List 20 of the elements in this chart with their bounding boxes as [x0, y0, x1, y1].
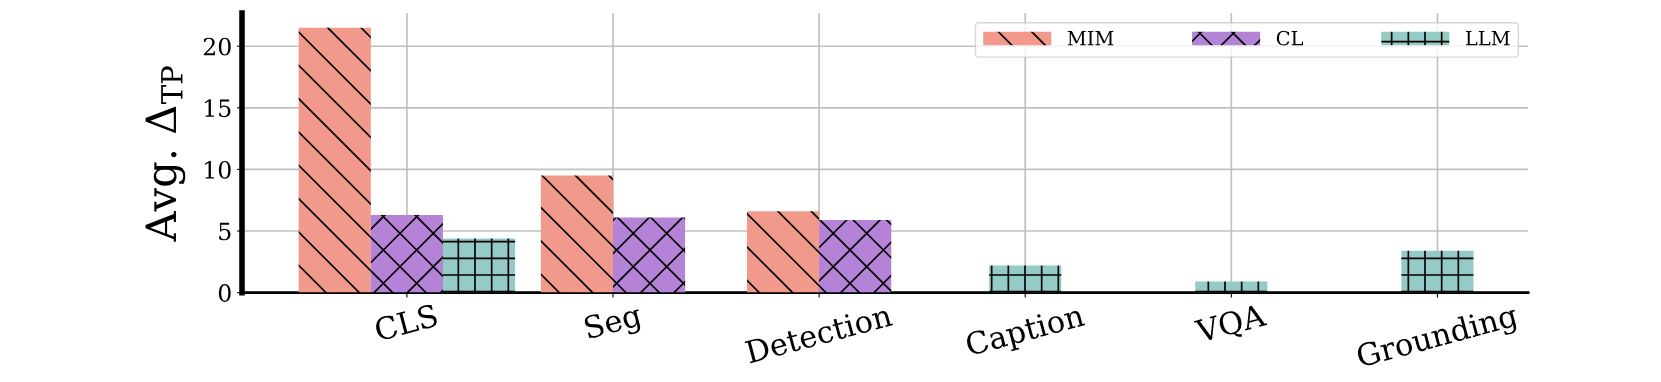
bar [819, 219, 892, 293]
x-tick-label: Seg [583, 302, 645, 346]
legend-label: MIM [1067, 31, 1114, 46]
bar [613, 217, 686, 293]
legend-label: LLM [1465, 31, 1510, 46]
y-tick-label: 5 [219, 222, 231, 241]
x-tick-label: Caption [964, 303, 1087, 362]
bar [1195, 281, 1268, 293]
y-tick-label: 20 [203, 37, 231, 56]
y-axis-title: Avg. Δ$_{TP}$ [145, 66, 186, 242]
bar [989, 265, 1062, 293]
y-tick-label: 10 [205, 160, 231, 179]
legend-label: CL [1276, 30, 1304, 46]
y-tick-label: 0 [218, 284, 231, 302]
y-tick-label: 15 [205, 99, 231, 118]
x-tick-label: CLS [373, 303, 439, 342]
bar [1401, 250, 1474, 293]
bar [540, 175, 613, 293]
x-tick-label: VQA [1193, 302, 1269, 348]
bar [746, 211, 820, 293]
